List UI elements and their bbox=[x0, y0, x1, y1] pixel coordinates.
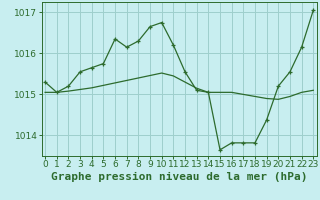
X-axis label: Graphe pression niveau de la mer (hPa): Graphe pression niveau de la mer (hPa) bbox=[51, 172, 308, 182]
